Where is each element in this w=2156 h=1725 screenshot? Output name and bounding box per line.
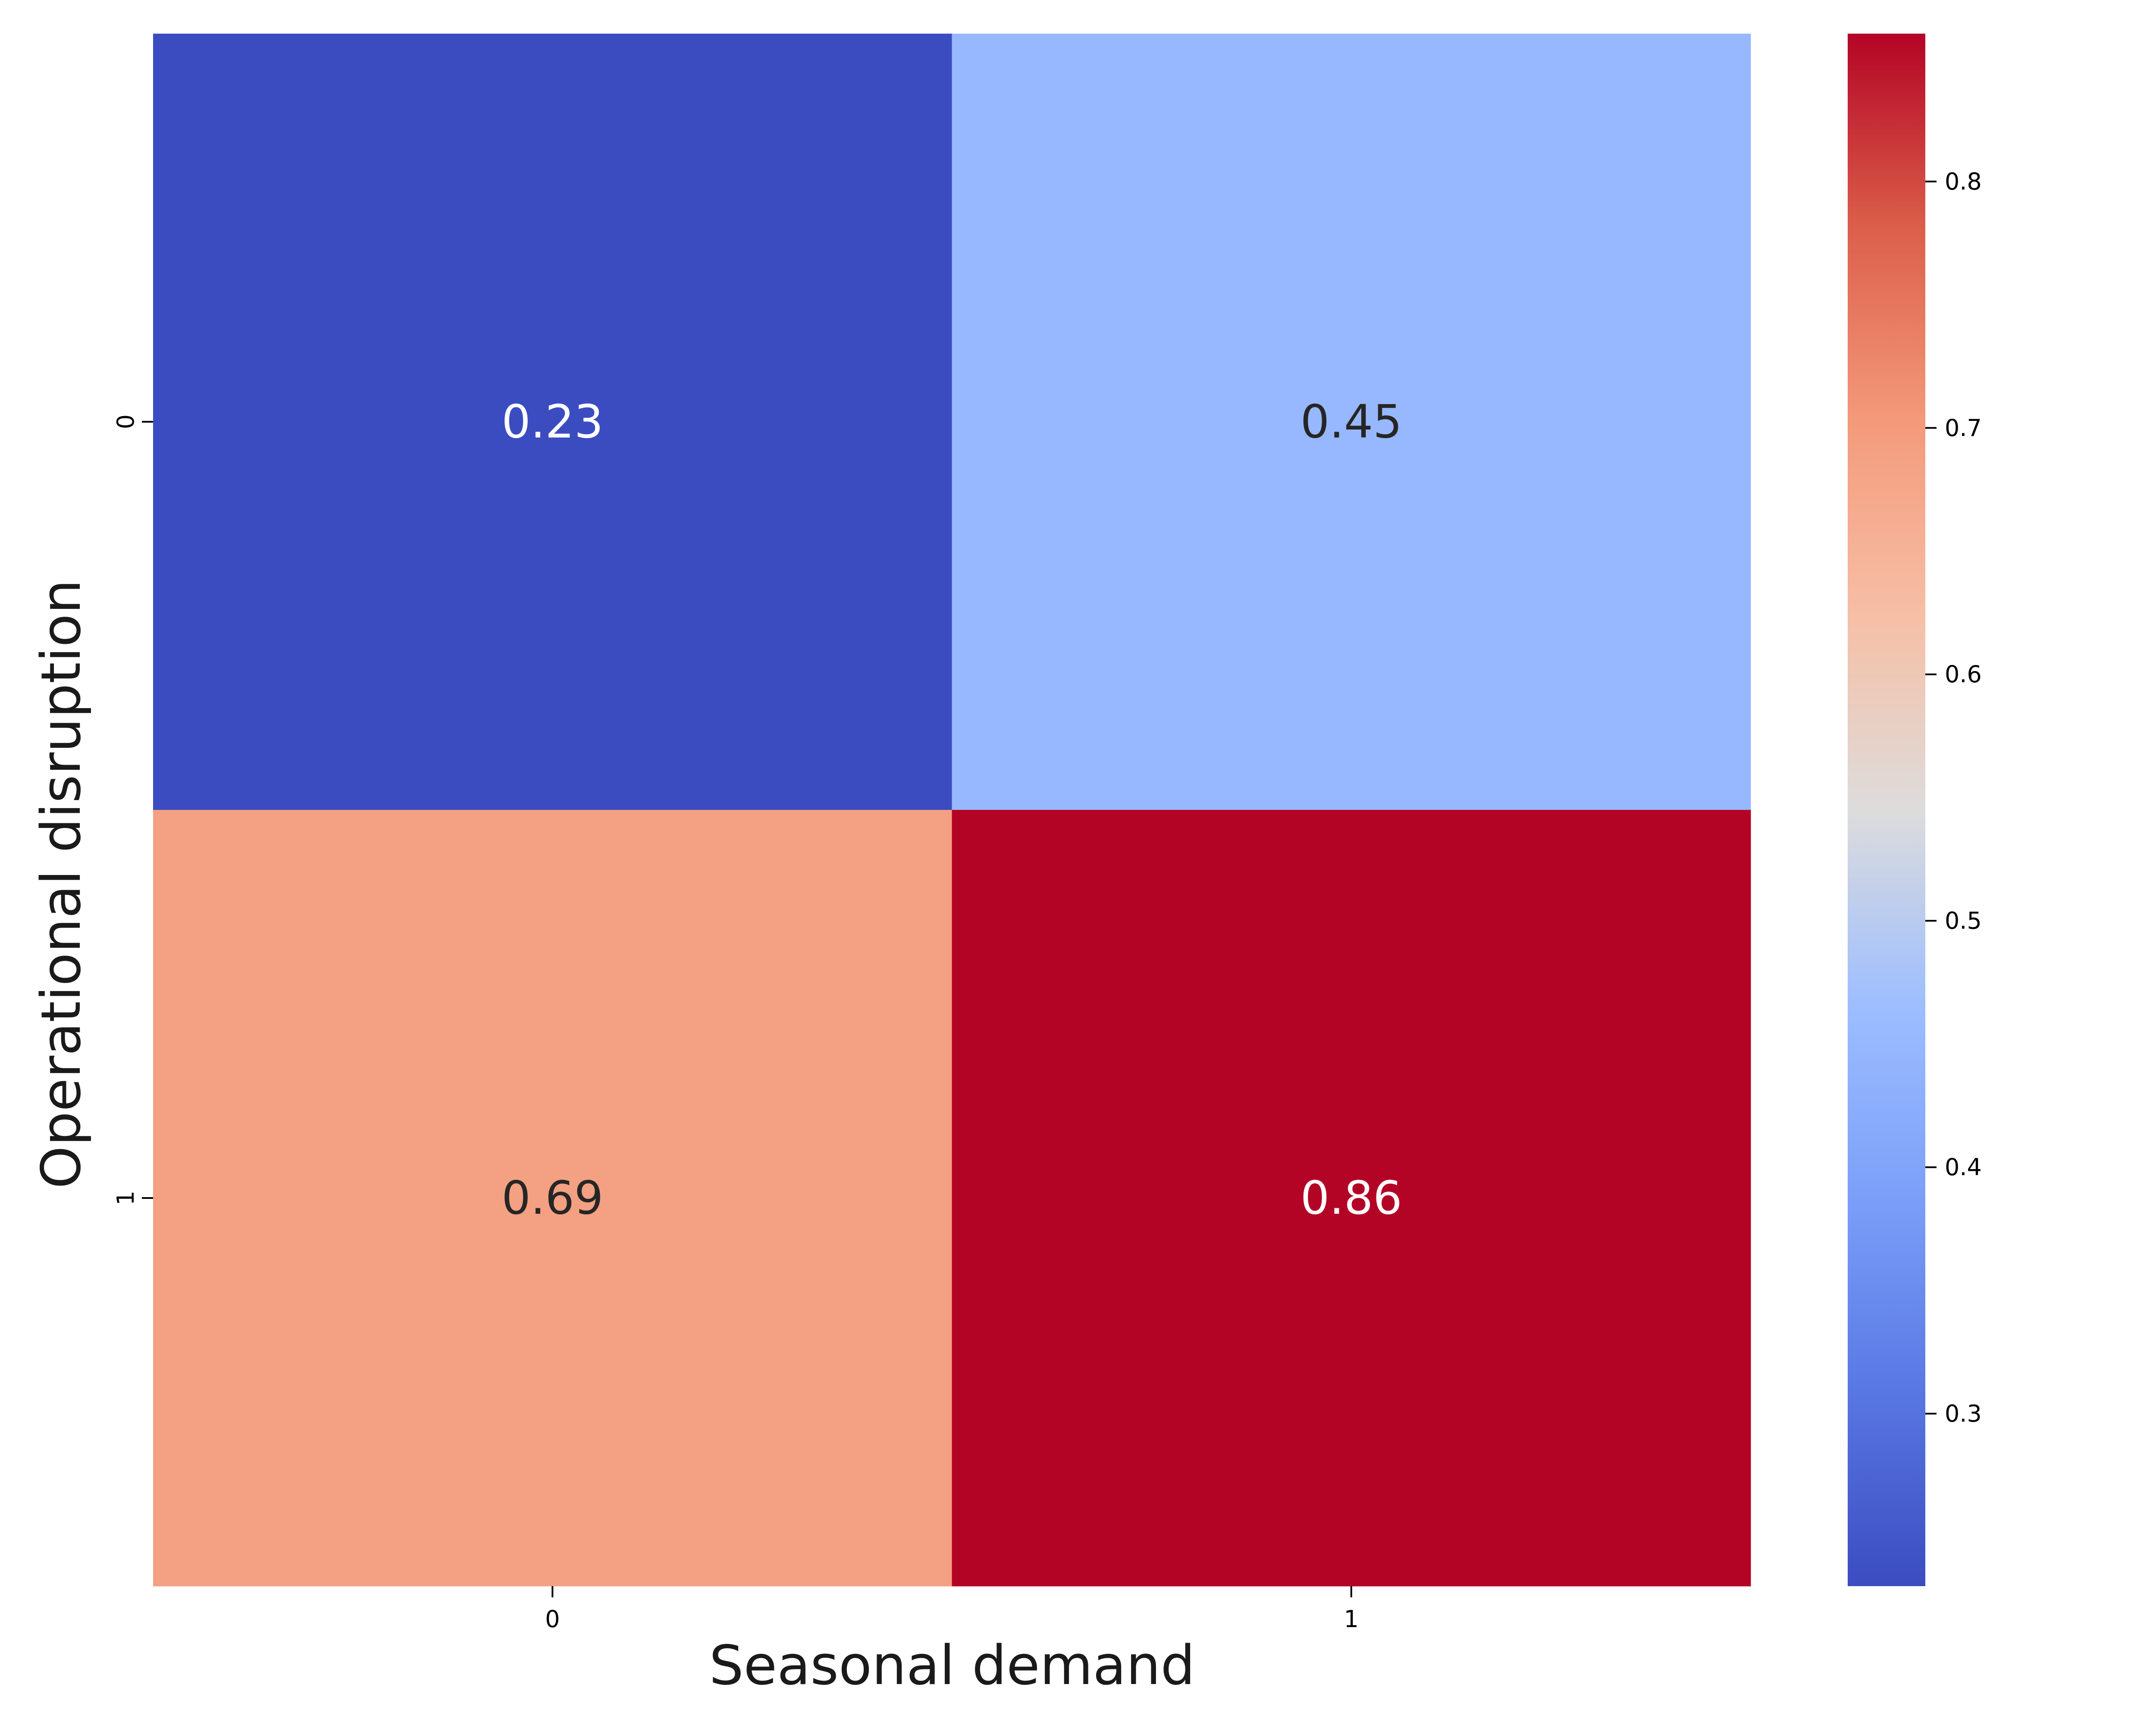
y-axis-title: Operational disruption	[29, 580, 93, 1189]
colorbar-tick-label-5: 0.8	[1945, 168, 1982, 195]
heatmap-cell-r0-c0	[153, 34, 952, 810]
colorbar-tick-label-3: 0.6	[1945, 661, 1982, 688]
colorbar-gradient	[1848, 34, 1925, 1586]
colorbar-tick-label-4: 0.7	[1945, 414, 1982, 442]
colorbar-ticks: 0.3 0.4 0.5 0.6 0.7 0.8	[1925, 168, 1982, 1427]
heatmap-cells	[153, 34, 1751, 1587]
colorbar-tick-label-0: 0.3	[1945, 1400, 1982, 1427]
heatmap-cell-r0-c1	[952, 34, 1751, 810]
colorbar-tick-label-2: 0.5	[1945, 907, 1982, 935]
colorbar-tick-label-1: 0.4	[1945, 1154, 1982, 1181]
y-tick-label-0: 0	[112, 414, 139, 429]
y-axis: 01	[112, 414, 153, 1205]
x-tick-label-0: 0	[545, 1606, 560, 1633]
cell-label-r0-c0: 0.23	[501, 395, 603, 448]
cell-label-r1-c1: 0.86	[1300, 1172, 1402, 1225]
cell-annotations: 0.23 0.45 0.69 0.86	[501, 395, 1402, 1225]
x-axis-title: Seasonal demand	[709, 1634, 1195, 1697]
heatmap-cell-r1-c0	[153, 810, 952, 1587]
cell-label-r1-c0: 0.69	[501, 1172, 603, 1225]
y-tick-label-1: 1	[112, 1191, 139, 1205]
heatmap-cell-r1-c1	[952, 810, 1751, 1587]
colorbar: 0.3 0.4 0.5 0.6 0.7 0.8	[1848, 34, 1982, 1586]
cell-label-r0-c1: 0.45	[1300, 395, 1402, 448]
x-tick-label-1: 1	[1344, 1606, 1359, 1633]
